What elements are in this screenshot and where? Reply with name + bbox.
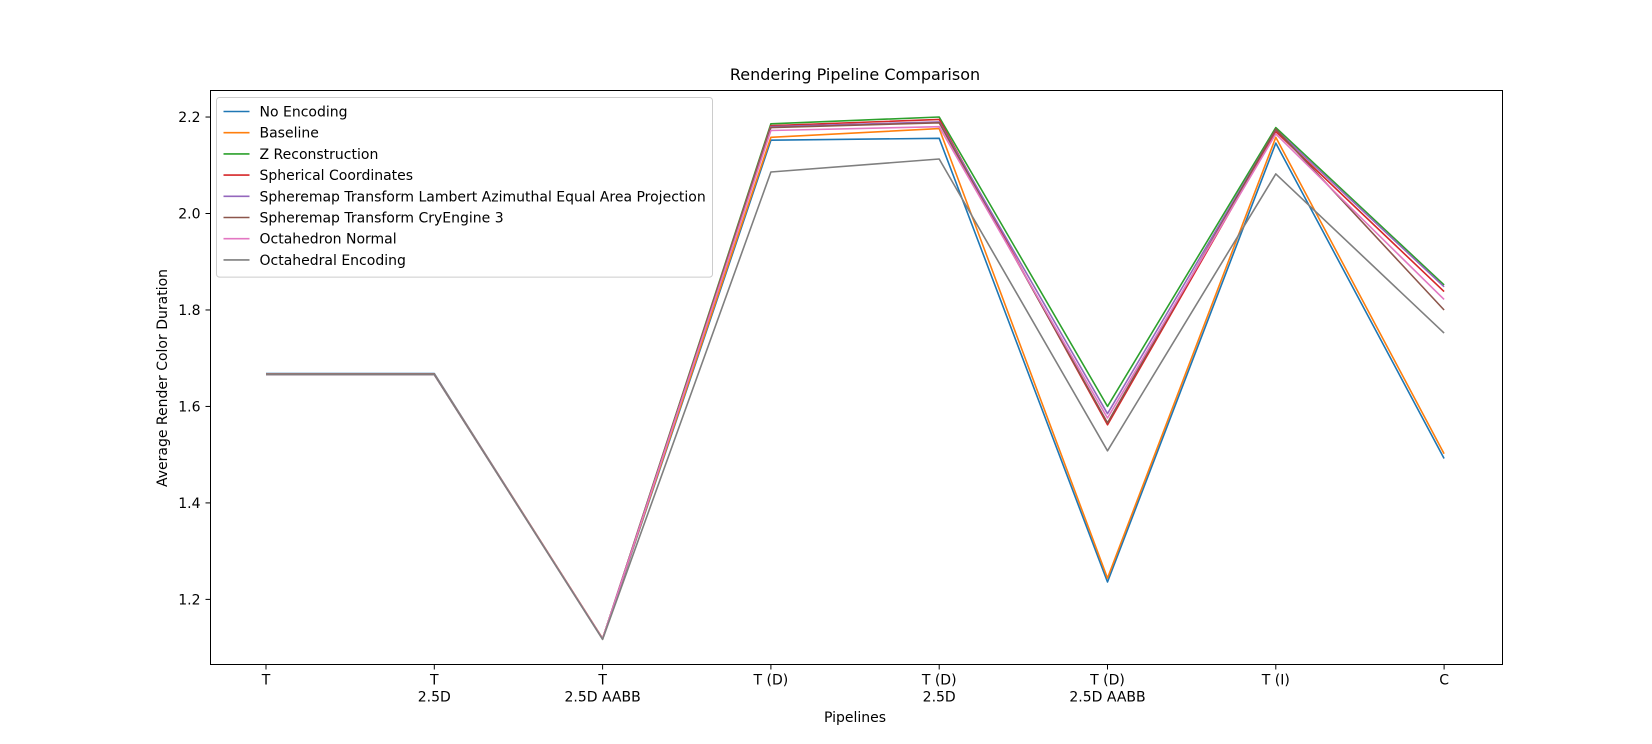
chart-title: Rendering Pipeline Comparison [730, 65, 980, 84]
legend: No Encoding Baseline Z Reconstruction Spher… [216, 97, 713, 278]
legend-label: Spherical Coordinates [260, 168, 414, 184]
x-tick-label: 2.5D AABB [564, 690, 640, 706]
y-tick-label: 1.6 [178, 399, 200, 415]
x-tick-label: C [1439, 673, 1449, 689]
y-tick-label: 2.0 [178, 207, 200, 223]
legend-label: No Encoding [260, 105, 348, 121]
legend-label: Spheremap Transform Lambert Azimuthal Eq… [260, 189, 706, 205]
x-tick-label: T (D) [753, 673, 789, 689]
y-tick-label: 1.8 [178, 303, 200, 319]
y-tick-label: 1.2 [178, 592, 200, 608]
x-tick-label: T (D) [921, 673, 957, 689]
x-axis-label: Pipelines [824, 710, 886, 726]
x-tick-label: T (D) [1089, 673, 1125, 689]
y-axis: 1.2 1.4 1.6 1.8 2.0 2.2 [178, 110, 211, 608]
y-tick-label: 1.4 [178, 496, 200, 512]
x-tick-label: T [597, 673, 607, 689]
y-axis-label: Average Render Color Duration [155, 269, 171, 487]
legend-label: Octahedral Encoding [260, 253, 406, 269]
x-tick-label: T [261, 673, 271, 689]
legend-label: Octahedron Normal [260, 232, 397, 248]
x-tick-label: T [429, 673, 439, 689]
legend-label: Baseline [260, 126, 319, 142]
legend-label: Z Reconstruction [260, 147, 379, 163]
x-tick-label: T (I) [1261, 673, 1290, 689]
y-tick-label: 2.2 [178, 110, 200, 126]
series-layer [266, 116, 1445, 641]
legend-label: Spheremap Transform CryEngine 3 [260, 211, 504, 227]
x-tick-label: 2.5D AABB [1069, 690, 1145, 706]
plot-area-frame [210, 90, 1503, 665]
legend-box [216, 97, 713, 278]
series-line-8 [266, 158, 1445, 641]
x-tick-label: 2.5D [418, 690, 451, 706]
x-tick-label: 2.5D [923, 690, 956, 706]
